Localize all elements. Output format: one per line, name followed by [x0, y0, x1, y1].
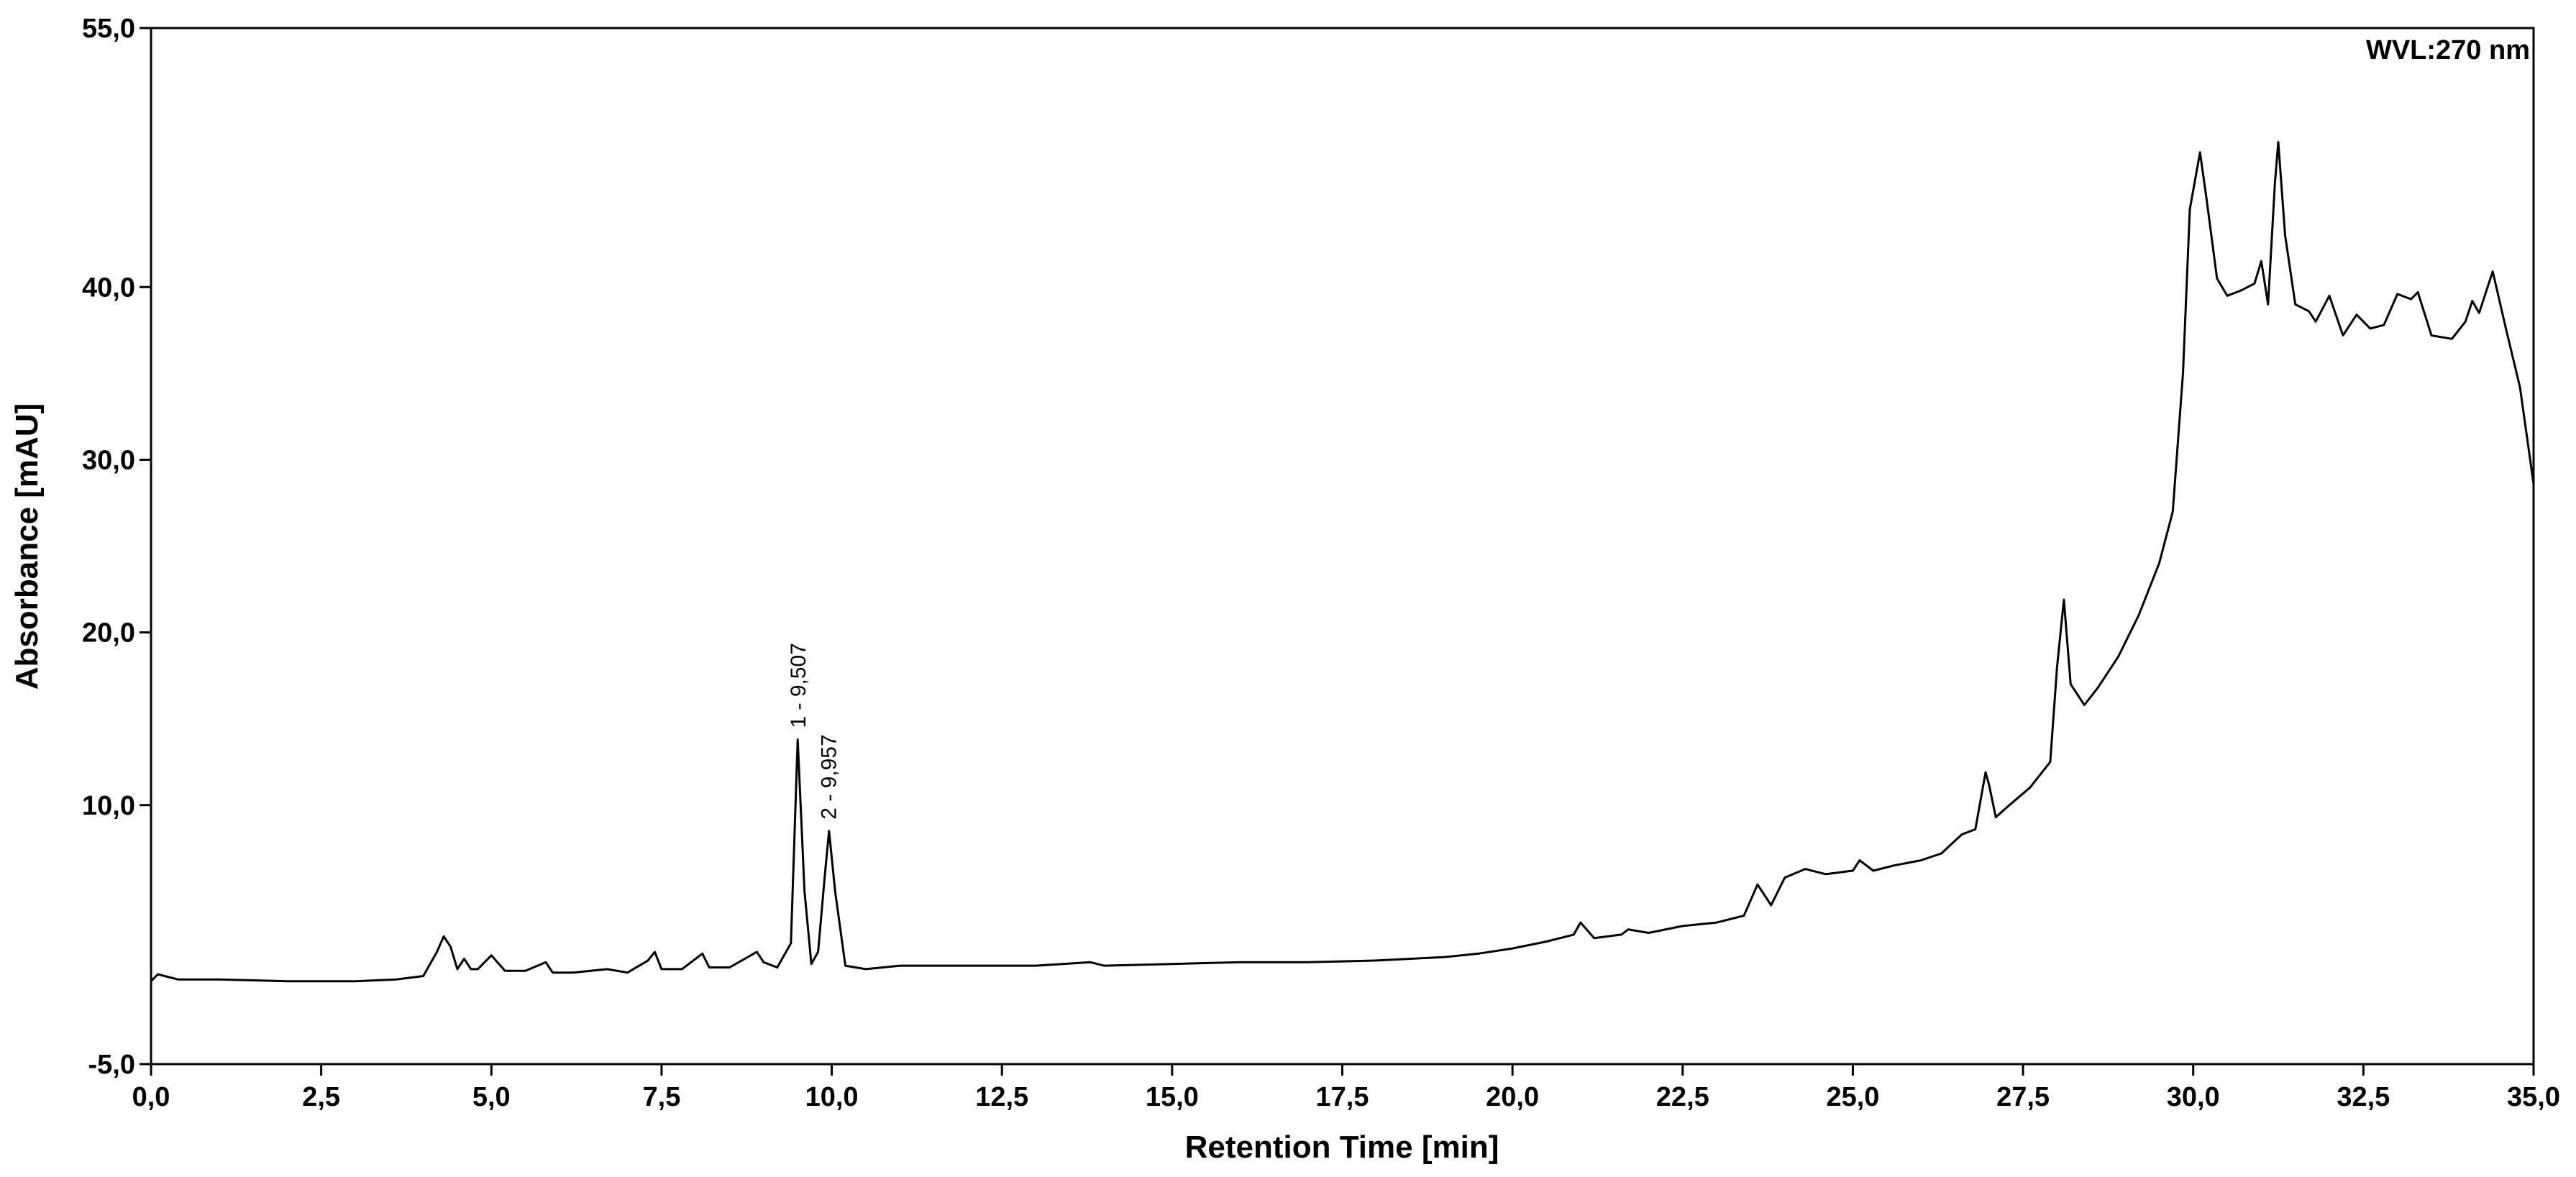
x-tick-label: 32,5: [2337, 1082, 2390, 1112]
y-tick-label: -5,0: [88, 1050, 135, 1080]
peak-label: 2 - 9,957: [818, 734, 841, 819]
x-tick-label: 17,5: [1316, 1082, 1369, 1112]
peak-label: 1 - 9,507: [787, 643, 810, 728]
x-tick-label: 12,5: [975, 1082, 1028, 1112]
x-tick-label: 7,5: [643, 1082, 681, 1112]
x-tick-label: 20,0: [1486, 1082, 1539, 1112]
x-tick-label: 2,5: [302, 1082, 340, 1112]
wavelength-label: WVL:270 nm: [2366, 35, 2530, 65]
x-tick-label: 35,0: [2507, 1082, 2560, 1112]
y-tick-label: 10,0: [82, 791, 135, 821]
y-tick-label: 30,0: [82, 445, 135, 475]
y-axis-title: Absorbance [mAU]: [9, 403, 45, 690]
y-tick-label: 40,0: [82, 273, 135, 303]
x-tick-label: 0,0: [132, 1082, 170, 1112]
x-tick-label: 10,0: [805, 1082, 859, 1112]
x-tick-label: 27,5: [1996, 1082, 2050, 1112]
x-tick-label: 30,0: [2167, 1082, 2220, 1112]
x-tick-label: 15,0: [1146, 1082, 1199, 1112]
x-tick-label: 22,5: [1656, 1082, 1709, 1112]
x-axis-title: Retention Time [min]: [1185, 1130, 1499, 1165]
x-tick-label: 25,0: [1826, 1082, 1879, 1112]
y-tick-label: 55,0: [82, 14, 135, 44]
x-tick-label: 5,0: [472, 1082, 511, 1112]
y-tick-label: 20,0: [82, 618, 135, 649]
trace: [150, 141, 2535, 983]
